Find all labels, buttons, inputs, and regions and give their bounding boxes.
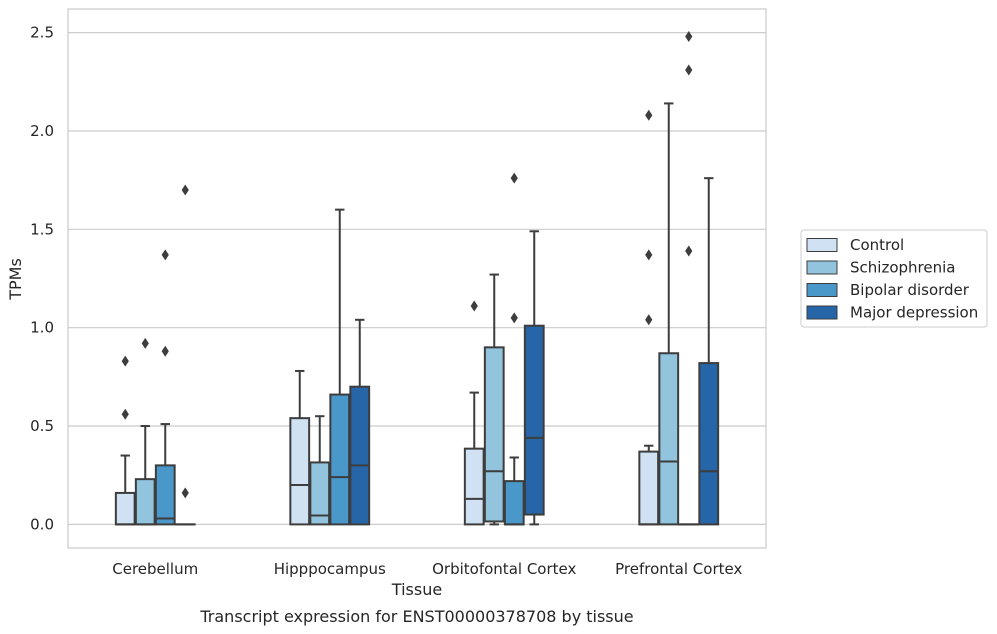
legend-label: Bipolar disorder — [850, 281, 970, 299]
y-tick-label: 0.0 — [30, 515, 54, 533]
y-axis-ticks: 0.0 0.5 1.0 1.5 2.0 2.5 — [30, 24, 54, 534]
box — [309, 461, 331, 526]
box-plot-group — [329, 208, 351, 526]
box — [483, 346, 505, 523]
x-tick-label: Cerebellum — [112, 560, 198, 578]
box — [289, 417, 311, 526]
box — [463, 447, 485, 526]
outlier-point — [161, 249, 169, 261]
box-plot-group — [678, 31, 700, 526]
legend-swatch — [806, 283, 838, 297]
box-plot-group — [658, 102, 680, 526]
legend-label: Control — [850, 236, 904, 254]
box-plot-group — [289, 369, 311, 526]
box-plot-group — [114, 355, 136, 526]
legend-frame — [800, 229, 988, 328]
legend-swatch — [806, 238, 838, 252]
box-plot-group — [638, 109, 660, 526]
outlier-point — [161, 345, 169, 357]
outlier-point — [645, 109, 653, 121]
box-plot-group — [349, 318, 371, 526]
x-tick-label: Hipppocampus — [274, 560, 386, 578]
outlier-point — [470, 300, 478, 312]
x-axis-title: Tissue — [391, 580, 442, 599]
box-plot-group — [309, 415, 331, 526]
chart-caption: Transcript expression for ENST0000037870… — [199, 607, 633, 626]
outlier-point — [121, 408, 129, 420]
box — [698, 362, 720, 526]
box-plot-group — [134, 337, 156, 526]
outlier-point — [121, 355, 129, 367]
plot-area-frame — [67, 8, 767, 549]
x-tick-label: Orbitofontal Cortex — [432, 560, 576, 578]
legend: Control Schizophrenia Bipolar disorder Majo… — [800, 229, 988, 328]
outlier-point — [685, 31, 693, 43]
box-plot-group — [503, 172, 525, 526]
box — [638, 450, 660, 526]
outlier-point — [181, 487, 189, 499]
outlier-point — [685, 245, 693, 257]
outlier-point — [510, 312, 518, 324]
box-plot-group — [154, 249, 176, 526]
box-plot-group — [174, 184, 196, 526]
outlier-point — [645, 314, 653, 326]
box — [114, 491, 136, 526]
outlier-point — [510, 172, 518, 184]
box — [329, 393, 351, 526]
y-tick-label: 2.0 — [30, 122, 54, 140]
outlier-point — [141, 337, 149, 349]
legend-label: Major depression — [850, 304, 978, 322]
box — [154, 464, 176, 526]
x-axis-ticks: Cerebellum Hipppocampus Orbitofontal Corte… — [112, 560, 742, 578]
legend-swatch — [806, 260, 838, 275]
box-plot-group — [483, 273, 505, 526]
legend-swatch — [806, 305, 838, 320]
box — [134, 478, 156, 526]
box — [503, 480, 525, 526]
x-tick-label: Prefrontal Cortex — [615, 560, 742, 578]
box-plot-boxes — [114, 31, 720, 526]
box — [658, 352, 680, 526]
box — [523, 324, 545, 516]
box — [349, 385, 371, 526]
outlier-point — [685, 64, 693, 76]
y-tick-label: 2.5 — [30, 24, 54, 42]
y-tick-label: 0.5 — [30, 417, 54, 435]
outlier-point — [645, 249, 653, 261]
box-plot-group — [698, 177, 720, 526]
outlier-point — [181, 184, 189, 196]
legend-label: Schizophrenia — [850, 259, 955, 277]
y-axis-title: TPMs — [6, 258, 25, 301]
box-plot-group — [463, 300, 485, 526]
y-tick-label: 1.0 — [30, 319, 54, 337]
box-plot-group — [523, 230, 545, 526]
y-tick-label: 1.5 — [30, 220, 54, 238]
